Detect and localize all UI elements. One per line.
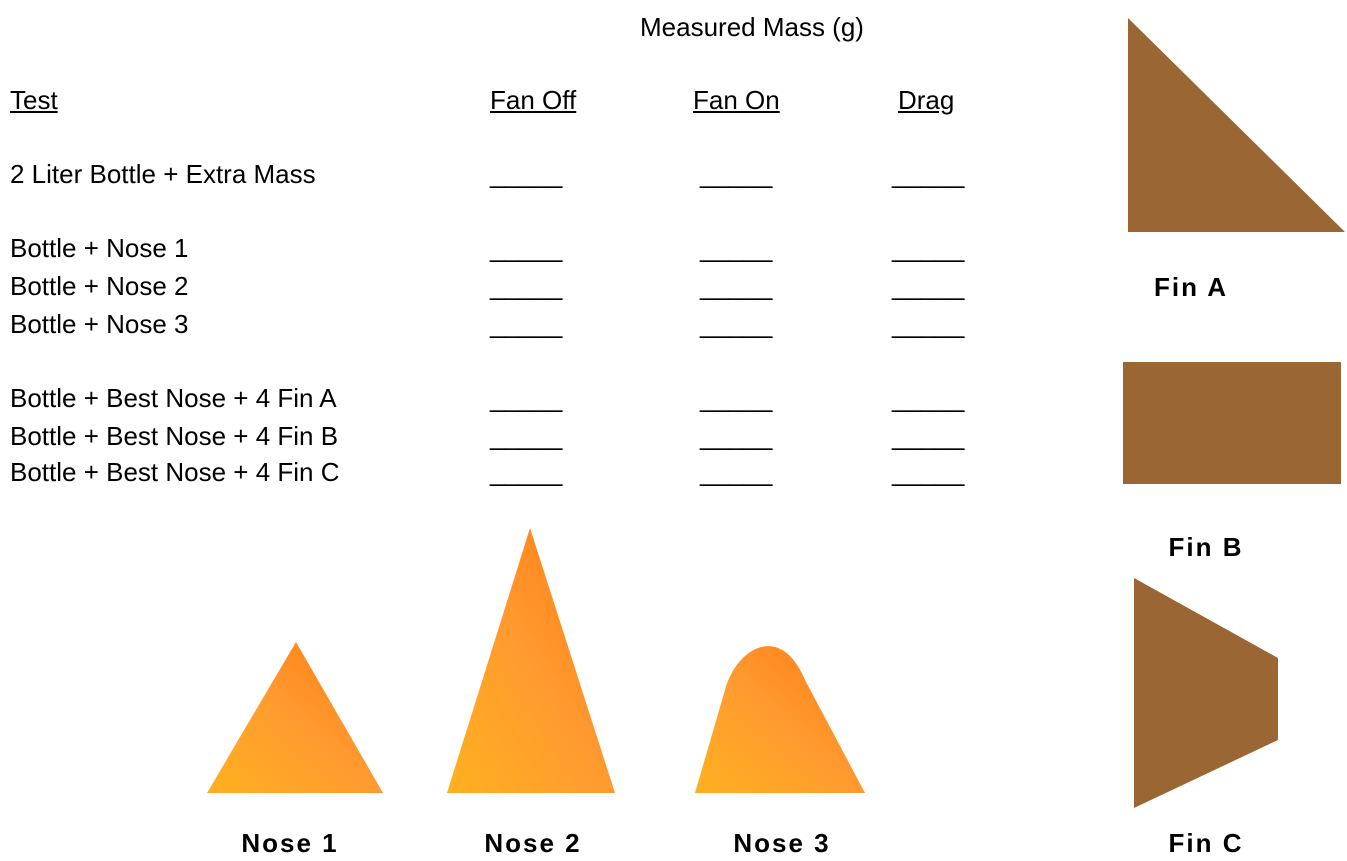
blank: _____ xyxy=(892,271,965,301)
nose-2-shape xyxy=(447,528,615,793)
blank: _____ xyxy=(490,309,563,339)
blank: _____ xyxy=(892,457,965,487)
row-label: Bottle + Best Nose + 4 Fin C xyxy=(10,457,340,487)
blank: _____ xyxy=(892,159,965,189)
fin-label: Fin C xyxy=(1168,828,1244,858)
fin-label: Fin A xyxy=(1153,272,1229,302)
blank: _____ xyxy=(700,383,773,413)
nose-3-shape xyxy=(695,646,865,793)
blank: _____ xyxy=(490,457,563,487)
blank: _____ xyxy=(892,421,965,451)
nose-label: Nose 2 xyxy=(484,828,582,858)
blank: _____ xyxy=(490,383,563,413)
nose-1-shape xyxy=(207,642,383,793)
blank: _____ xyxy=(490,159,563,189)
blank: _____ xyxy=(490,233,563,263)
column-header: Fan Off xyxy=(490,85,577,115)
blank: _____ xyxy=(700,309,773,339)
blank: _____ xyxy=(490,421,563,451)
row-label: Bottle + Best Nose + 4 Fin B xyxy=(10,421,339,451)
blank: _____ xyxy=(490,271,563,301)
row-label: 2 Liter Bottle + Extra Mass xyxy=(10,159,316,189)
fin-label: Fin B xyxy=(1168,532,1244,562)
nose-label: Nose 1 xyxy=(241,828,339,858)
blank: _____ xyxy=(700,159,773,189)
blank: _____ xyxy=(892,383,965,413)
column-header: Fan On xyxy=(693,85,780,115)
blank: _____ xyxy=(892,233,965,263)
column-header: Drag xyxy=(898,85,955,115)
fin-a-shape xyxy=(1128,18,1345,232)
column-header: Test xyxy=(10,85,58,115)
blank: _____ xyxy=(700,421,773,451)
row-label: Bottle + Best Nose + 4 Fin A xyxy=(10,383,337,413)
row-label: Bottle + Nose 2 xyxy=(10,271,189,301)
row-label: Bottle + Nose 3 xyxy=(10,309,189,339)
blank: _____ xyxy=(700,457,773,487)
fin-c-shape xyxy=(1134,578,1278,808)
blank: _____ xyxy=(892,309,965,339)
fin-b-shape xyxy=(1123,362,1341,484)
nose-label: Nose 3 xyxy=(733,828,831,858)
table-title: Measured Mass (g) xyxy=(640,12,864,42)
blank: _____ xyxy=(700,271,773,301)
row-label: Bottle + Nose 1 xyxy=(10,233,189,263)
blank: _____ xyxy=(700,233,773,263)
